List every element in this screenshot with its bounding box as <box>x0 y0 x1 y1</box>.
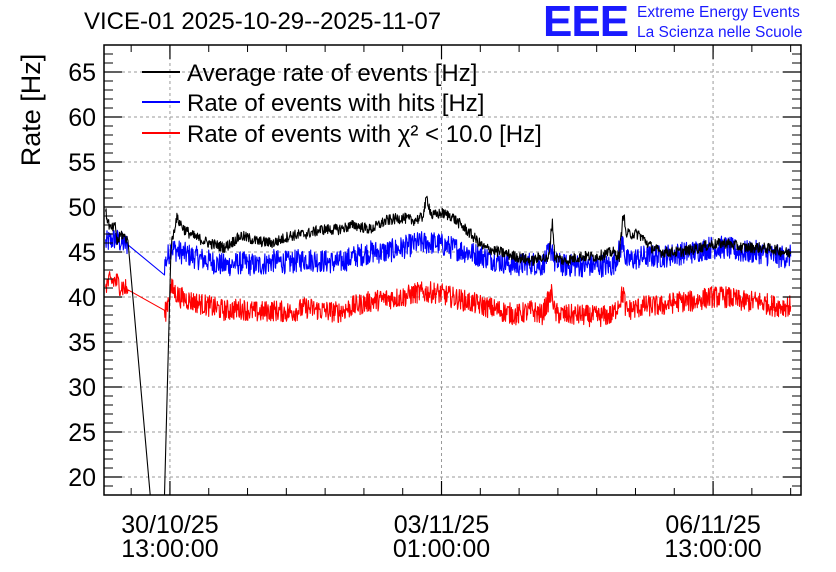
x-tick-label-time: 13:00:00 <box>664 535 761 563</box>
axes: 2025303540455055606530/10/2513:00:0003/1… <box>68 44 801 563</box>
logo-line-1: Extreme Energy Events <box>637 4 800 21</box>
series-line-0 <box>105 195 792 495</box>
legend-label-2: Rate of events with χ² < 10.0 [Hz] <box>187 121 542 148</box>
x-tick-label-date: 06/11/25 <box>665 511 760 539</box>
eee-logo-text: Extreme Energy Events La Scienza nelle S… <box>637 3 802 43</box>
series-group <box>105 195 792 495</box>
x-tick-label-date: 03/11/25 <box>394 511 489 539</box>
logo-line-2: La Scienza nelle Scuole <box>637 24 803 41</box>
y-tick-label: 35 <box>68 329 96 357</box>
y-tick-label: 55 <box>68 149 96 177</box>
chart-title: VICE-01 2025-10-29--2025-11-07 <box>84 8 442 35</box>
x-tick-label-time: 01:00:00 <box>393 535 490 563</box>
y-tick-label: 45 <box>68 239 96 267</box>
legend-label-1: Rate of events with hits [Hz] <box>187 90 484 117</box>
y-tick-label: 20 <box>68 464 96 492</box>
y-axis-label: Rate [Hz] <box>16 54 46 167</box>
series-line-2 <box>105 271 792 328</box>
y-tick-label: 25 <box>68 419 96 447</box>
y-tick-label: 40 <box>68 284 96 312</box>
y-tick-label: 50 <box>68 194 96 222</box>
x-tick-label-date: 30/10/25 <box>121 511 218 539</box>
legend: Average rate of events [Hz] Rate of event… <box>142 60 542 148</box>
legend-label-0: Average rate of events [Hz] <box>187 60 477 87</box>
y-tick-label: 65 <box>68 59 96 87</box>
y-tick-label: 60 <box>68 104 96 132</box>
eee-logo-mark: EEE <box>543 0 629 46</box>
y-tick-label: 30 <box>68 374 96 402</box>
x-tick-label-time: 13:00:00 <box>121 535 218 563</box>
series-line-1 <box>105 229 792 278</box>
